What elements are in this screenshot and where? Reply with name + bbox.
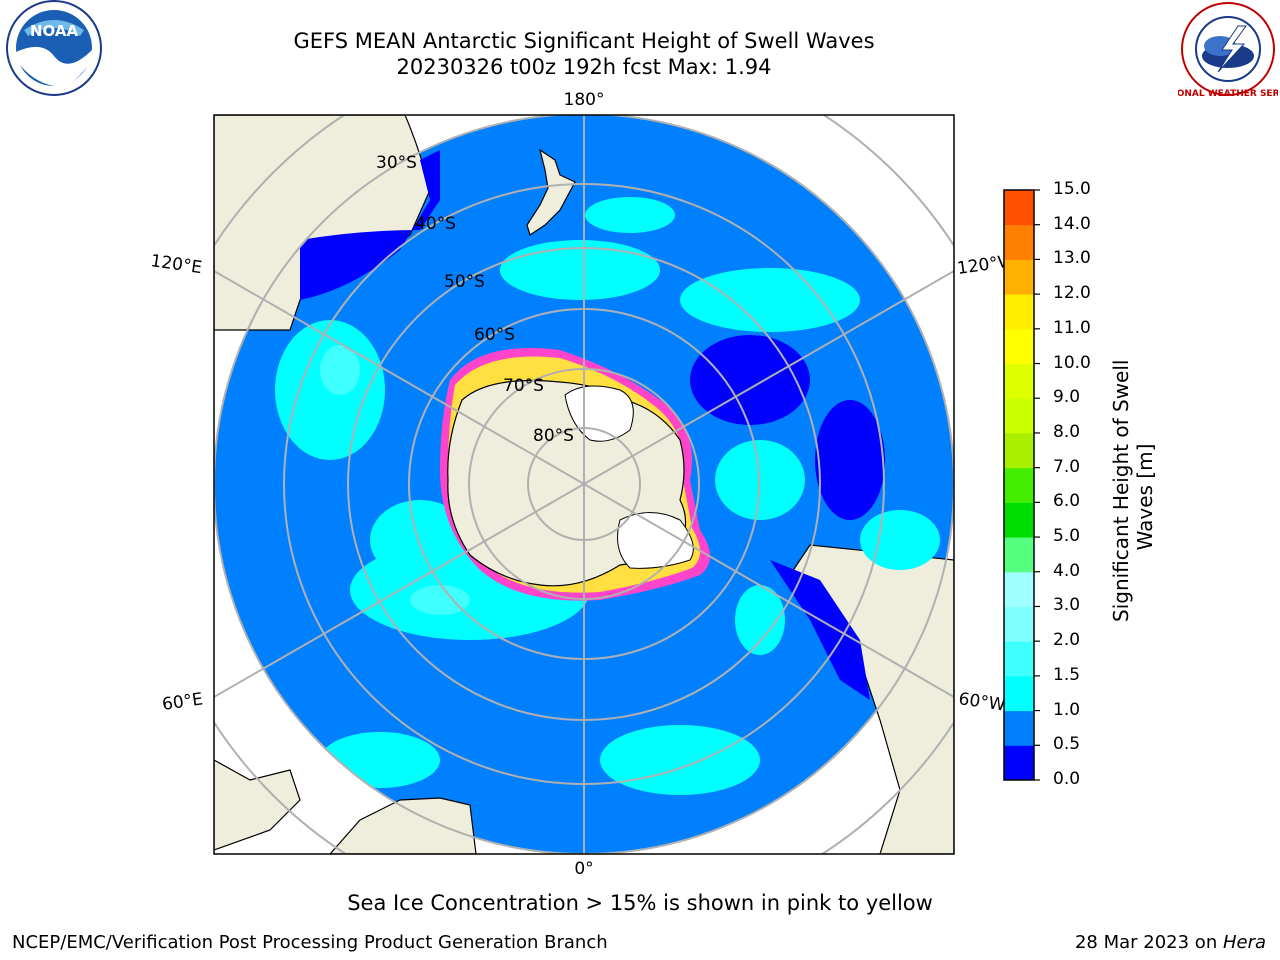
colorbar-segment: [1004, 467, 1034, 503]
noaa-logo-text: NOAA: [30, 22, 79, 40]
lat-label-50s: 50°S: [444, 272, 485, 292]
longitude-grid: [214, 115, 954, 854]
colorbar-tick-label: 3.0: [1053, 595, 1081, 616]
lon-label-180: 180°: [564, 90, 605, 110]
colorbar-tick-label: 0.0: [1053, 769, 1081, 789]
colorbar-tick-label: 13.0: [1053, 248, 1091, 269]
colorbar-tick-label: 4.0: [1053, 560, 1081, 581]
colorbar-title-wrap: Significant Height of Swell Waves [m]: [1008, 360, 1258, 622]
footer-host: Hera: [1222, 932, 1266, 953]
lat-label-40s: 40°S: [415, 214, 456, 234]
colorbar-segment: [1004, 641, 1034, 677]
colorbar-title: Significant Height of Swell Waves [m]: [1109, 359, 1157, 622]
nws-logo: NATIONAL WEATHER SERVICE: [1178, 2, 1278, 98]
colorbar-segment: [1004, 328, 1034, 365]
colorbar-tick-label: 1.0: [1053, 699, 1081, 720]
colorbar-segment: [1004, 259, 1034, 295]
colorbar-segment: [1004, 710, 1034, 746]
colorbar-tick-label: 8.0: [1053, 421, 1081, 442]
lat-label-30s: 30°S: [376, 153, 417, 173]
footer-branch: NCEP/EMC/Verification Post Processing Pr…: [12, 932, 608, 953]
colorbar-segment: [1004, 675, 1034, 712]
madagascar-land: [214, 759, 301, 851]
lon-label-0: 0°: [574, 859, 593, 879]
colorbar-segment: [1004, 398, 1034, 434]
footer-date-text: 28 Mar 2023 on: [1074, 932, 1223, 953]
colorbar-title-line1: Significant Height of Swell: [1109, 359, 1133, 622]
colorbar-tick-label: 5.0: [1053, 526, 1081, 547]
colorbar-segment: [1004, 502, 1034, 538]
colorbar-frame: [1003, 189, 1035, 781]
colorbar-tick-label: 11.0: [1053, 317, 1091, 338]
lat-label-70s: 70°S: [503, 376, 544, 396]
chart-subtitle: 20230326 t00z 192h fcst Max: 1.94: [396, 55, 772, 79]
nws-logo-text: NATIONAL WEATHER SERVICE: [1178, 89, 1278, 98]
lon-label-120e: 120°E: [149, 251, 203, 278]
colorbar-tick-label: 2.0: [1053, 630, 1081, 651]
lat-label-80s: 80°S: [533, 426, 574, 446]
colorbar: [1003, 189, 1040, 781]
new-zealand-land: [526, 148, 576, 236]
footer-date: 28 Mar 2023 on Hera: [1075, 932, 1266, 953]
colorbar-segment: [1004, 363, 1034, 399]
colorbar-segment: [1004, 224, 1034, 260]
colorbar-tick-label: 9.0: [1053, 387, 1081, 408]
colorbar-segment: [1004, 571, 1034, 607]
colorbar-tick-label: 12.0: [1053, 283, 1091, 304]
colorbar-tick-label: 7.0: [1053, 456, 1081, 477]
colorbar-title-line2: Waves [m]: [1133, 443, 1157, 551]
chart-title: GEFS MEAN Antarctic Significant Height o…: [293, 29, 875, 53]
colorbar-segment: [1004, 190, 1034, 226]
lon-label-60e: 60°E: [161, 689, 204, 714]
colorbar-ticks: 0.0 0.5 1.0 1.5 2.0 3.0 4.0 5.0 6.0 7.0 8.0 9.0 10.0…: [1050, 179, 1110, 790]
colorbar-tick-label: 10.0: [1053, 352, 1091, 373]
colorbar-segment: [1004, 745, 1034, 781]
colorbar-segment: [1004, 606, 1034, 642]
lat-label-60s: 60°S: [474, 325, 515, 345]
colorbar-tick-label: 15.0: [1053, 179, 1091, 199]
noaa-logo: NOAA: [6, 0, 102, 96]
colorbar-tick-label: 14.0: [1053, 213, 1091, 234]
colorbar-segment: [1004, 537, 1034, 573]
colorbar-tick-label: 0.5: [1053, 734, 1081, 755]
colorbar-segment: [1004, 294, 1034, 330]
sea-ice-note: Sea Ice Concentration > 15% is shown in …: [347, 891, 933, 915]
colorbar-tick-label: 1.5: [1053, 664, 1081, 685]
colorbar-segment: [1004, 432, 1034, 469]
colorbar-tick-label: 6.0: [1053, 491, 1081, 512]
map-frame: [213, 114, 955, 855]
